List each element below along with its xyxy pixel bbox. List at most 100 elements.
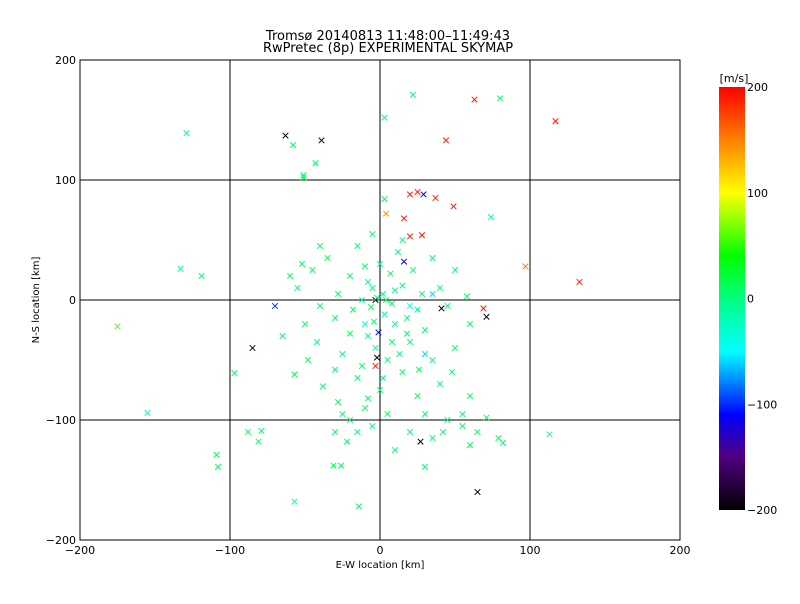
data-point bbox=[388, 338, 396, 346]
data-point bbox=[373, 354, 381, 361]
data-point bbox=[463, 293, 471, 300]
data-point bbox=[294, 284, 301, 292]
colorbar-tick-label: 0 bbox=[747, 293, 754, 306]
y-tick-label: −100 bbox=[46, 414, 76, 427]
data-point bbox=[354, 374, 361, 382]
data-point bbox=[358, 362, 366, 370]
data-point bbox=[459, 410, 466, 418]
data-point bbox=[331, 428, 339, 436]
data-point bbox=[522, 263, 529, 270]
data-point bbox=[429, 254, 436, 262]
data-point bbox=[444, 302, 451, 310]
y-tick-label: 200 bbox=[55, 54, 76, 67]
data-point bbox=[406, 428, 414, 436]
data-point bbox=[354, 428, 361, 436]
data-point bbox=[361, 404, 369, 412]
data-point bbox=[444, 416, 451, 424]
data-point bbox=[421, 410, 429, 418]
data-point bbox=[382, 296, 390, 304]
data-point bbox=[364, 332, 372, 340]
data-point bbox=[391, 320, 399, 328]
data-point bbox=[339, 410, 346, 418]
data-point bbox=[382, 210, 390, 217]
data-point bbox=[213, 451, 220, 458]
data-point bbox=[388, 300, 396, 307]
data-point bbox=[331, 366, 339, 373]
colorbar-tick-label: −200 bbox=[747, 504, 777, 517]
data-point bbox=[406, 191, 414, 198]
colorbar-ticks: 200 100 0 −100 −200 bbox=[747, 81, 777, 517]
data-point bbox=[291, 498, 298, 505]
data-point bbox=[369, 230, 376, 238]
data-point bbox=[339, 350, 346, 358]
data-point bbox=[421, 463, 429, 470]
data-point bbox=[364, 395, 372, 402]
data-point bbox=[319, 383, 327, 390]
data-point bbox=[483, 414, 490, 421]
y-axis-label: N-S location [km] bbox=[31, 257, 42, 344]
data-point bbox=[334, 290, 342, 298]
x-axis-label: E-W location [km] bbox=[336, 560, 425, 571]
data-point bbox=[451, 344, 459, 352]
y-tick-label: 0 bbox=[69, 294, 76, 307]
data-point bbox=[346, 272, 354, 280]
data-point bbox=[337, 462, 345, 469]
chart-title: Tromsø 20140813 11:48:00–11:49:43 bbox=[265, 29, 510, 44]
data-point bbox=[576, 278, 583, 286]
data-point bbox=[429, 290, 436, 298]
data-point bbox=[450, 203, 457, 210]
x-tick-label: −100 bbox=[215, 544, 245, 557]
data-point bbox=[318, 137, 325, 144]
data-point bbox=[361, 320, 369, 328]
data-point bbox=[384, 410, 391, 418]
data-point bbox=[442, 137, 450, 144]
data-point bbox=[418, 290, 426, 298]
data-point bbox=[361, 263, 369, 270]
data-point bbox=[480, 305, 487, 312]
data-point bbox=[387, 270, 394, 277]
data-point bbox=[291, 371, 298, 378]
data-point bbox=[421, 350, 429, 358]
data-point bbox=[396, 350, 403, 358]
data-point bbox=[255, 438, 262, 445]
data-point bbox=[298, 260, 306, 268]
data-point bbox=[244, 428, 252, 436]
chart-subtitle: RwPretec (8p) EXPERIMENTAL SKYMAP bbox=[263, 41, 513, 56]
data-point bbox=[279, 332, 286, 340]
data-point bbox=[334, 398, 342, 406]
data-point bbox=[406, 338, 414, 346]
x-tick-label: 200 bbox=[670, 544, 691, 557]
data-point bbox=[324, 254, 331, 262]
data-point bbox=[379, 374, 387, 382]
data-point bbox=[436, 284, 444, 292]
data-point bbox=[375, 329, 382, 336]
data-point bbox=[409, 91, 417, 98]
data-point bbox=[300, 174, 307, 181]
data-point bbox=[474, 428, 481, 436]
data-point bbox=[471, 96, 478, 103]
data-point bbox=[406, 302, 414, 310]
data-point bbox=[249, 344, 256, 352]
data-point bbox=[300, 172, 307, 179]
data-point bbox=[376, 260, 384, 268]
colorbar bbox=[719, 87, 745, 510]
data-point bbox=[399, 282, 406, 289]
data-point bbox=[391, 287, 399, 294]
data-point bbox=[364, 278, 372, 286]
data-point bbox=[282, 132, 289, 139]
data-point bbox=[414, 392, 421, 400]
data-point bbox=[289, 142, 297, 149]
data-point bbox=[399, 236, 406, 244]
data-point bbox=[429, 356, 436, 364]
data-point bbox=[316, 302, 324, 310]
data-point bbox=[214, 463, 222, 470]
data-point bbox=[369, 422, 376, 430]
data-point bbox=[414, 306, 421, 313]
data-point bbox=[381, 114, 388, 121]
data-point bbox=[546, 431, 553, 438]
data-point bbox=[312, 160, 319, 167]
data-point bbox=[552, 118, 559, 125]
data-point bbox=[466, 442, 474, 449]
data-point bbox=[183, 130, 190, 137]
